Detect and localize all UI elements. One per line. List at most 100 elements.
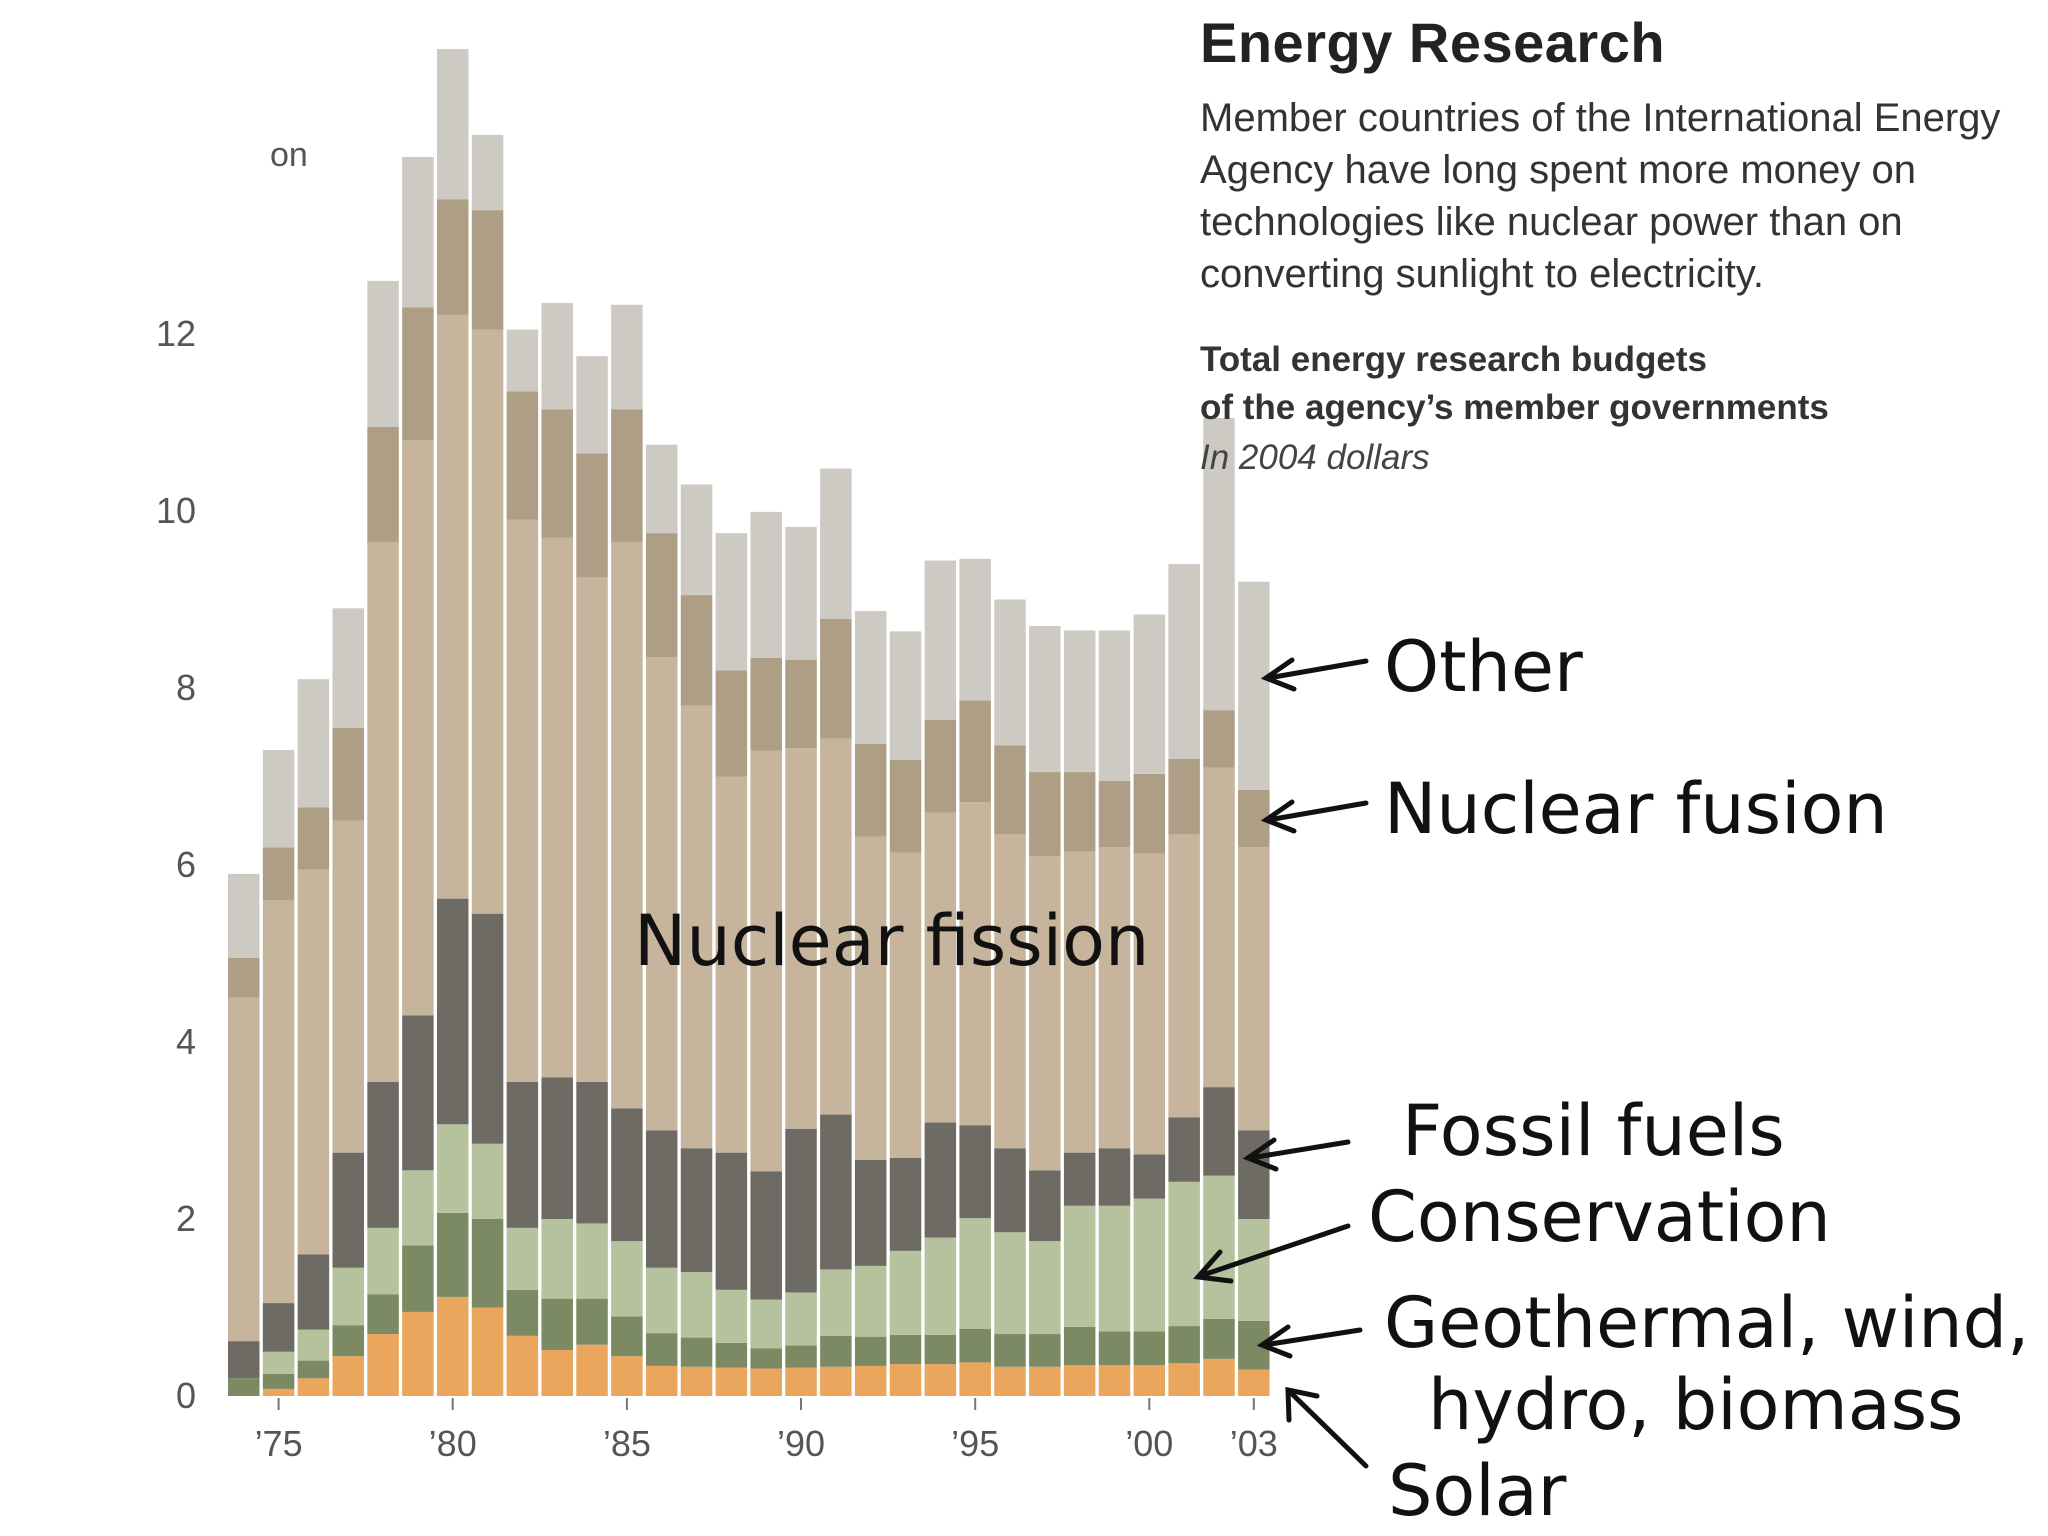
bar-1986-series-2 xyxy=(645,1267,678,1334)
bar-1985-series-5 xyxy=(611,409,643,542)
bar-2002-series-6 xyxy=(1203,418,1235,711)
bar-1996-series-2 xyxy=(994,1232,1026,1335)
bar-2001-series-0 xyxy=(1168,1363,1200,1396)
bar-1992-series-2 xyxy=(854,1265,887,1337)
bar-1981-series-6 xyxy=(471,134,504,211)
bar-1985-series-4 xyxy=(611,541,643,1109)
bar-1989-series-1 xyxy=(750,1348,782,1369)
arrow-fossil xyxy=(1247,1139,1351,1161)
bar-1991-series-6 xyxy=(820,468,852,619)
label-nuclear-fission: Nuclear fission xyxy=(634,900,1150,982)
bar-1995-series-3 xyxy=(959,1125,991,1219)
bar-1997-series-4 xyxy=(1029,856,1061,1171)
bar-1995-series-2 xyxy=(959,1218,991,1329)
bar-1980-series-1 xyxy=(436,1212,469,1297)
bar-1981-series-1 xyxy=(471,1219,504,1308)
bar-1976-series-4 xyxy=(297,869,330,1255)
bar-1996-series-1 xyxy=(994,1334,1026,1367)
bar-1999-series-6 xyxy=(1098,630,1131,781)
bar-1974-series-5 xyxy=(228,957,260,998)
bar-1980-series-6 xyxy=(436,49,469,200)
bar-1981-series-0 xyxy=(471,1307,504,1396)
bar-1989-series-0 xyxy=(750,1368,782,1396)
bar-1989-series-4 xyxy=(750,750,782,1172)
x-tick-label-1995: ’95 xyxy=(951,1423,999,1464)
bar-1999-series-4 xyxy=(1098,847,1131,1149)
bar-1981-series-5 xyxy=(471,210,504,330)
y-tick-12: 12 xyxy=(156,313,196,354)
bar-1996-series-3 xyxy=(994,1148,1026,1233)
bar-2003-series-4 xyxy=(1238,847,1270,1131)
bar-1977-series-0 xyxy=(332,1356,364,1396)
bar-1985-series-1 xyxy=(611,1316,643,1357)
bar-1988-series-1 xyxy=(715,1342,748,1368)
bar-2002-series-5 xyxy=(1203,710,1235,768)
bar-1982-series-3 xyxy=(506,1081,539,1228)
bar-1974-series-3 xyxy=(228,1341,260,1379)
bar-1982-series-2 xyxy=(506,1227,539,1290)
bar-1982-series-6 xyxy=(506,329,539,392)
label-fossil-fuels: Fossil fuels xyxy=(1402,1090,1785,1172)
bar-1976-series-6 xyxy=(297,679,330,808)
bar-2000-series-6 xyxy=(1133,614,1166,774)
bar-1978-series-1 xyxy=(367,1294,399,1335)
bar-1974-series-6 xyxy=(228,873,260,958)
bar-1976-series-1 xyxy=(297,1360,330,1379)
bar-1980-series-0 xyxy=(436,1296,469,1396)
bar-1985-series-6 xyxy=(611,304,643,410)
bar-1983-series-5 xyxy=(541,409,573,538)
arrow-other xyxy=(1265,658,1369,681)
x-tick-label-1975: ’75 xyxy=(255,1423,303,1464)
bar-1982-series-1 xyxy=(506,1289,539,1336)
bar-1987-series-5 xyxy=(680,595,713,706)
bar-1988-series-6 xyxy=(715,533,748,671)
bar-1978-series-0 xyxy=(367,1334,399,1396)
bar-1986-series-5 xyxy=(645,533,678,658)
bar-1978-series-6 xyxy=(367,280,399,427)
bar-2000-series-4 xyxy=(1133,853,1166,1155)
bar-1994-series-0 xyxy=(924,1364,957,1396)
bar-1987-series-6 xyxy=(680,484,713,596)
bar-1992-series-0 xyxy=(854,1365,887,1396)
bar-2001-series-5 xyxy=(1168,758,1200,835)
bar-1977-series-6 xyxy=(332,608,364,728)
bar-1991-series-2 xyxy=(820,1269,852,1336)
bar-1993-series-6 xyxy=(889,631,922,760)
bar-1998-series-5 xyxy=(1063,772,1096,852)
bar-1975-series-1 xyxy=(262,1373,295,1389)
bar-1983-series-0 xyxy=(541,1349,573,1396)
arrow-fossil-head xyxy=(1242,1137,1279,1172)
bar-1975-series-3 xyxy=(262,1303,295,1352)
bar-1983-series-2 xyxy=(541,1219,573,1299)
bar-1980-series-2 xyxy=(436,1124,469,1213)
bar-1987-series-3 xyxy=(680,1148,713,1273)
bar-2001-series-2 xyxy=(1168,1181,1200,1327)
bar-1977-series-1 xyxy=(332,1325,364,1357)
bar-2000-series-5 xyxy=(1133,773,1166,854)
bar-1999-series-2 xyxy=(1098,1205,1131,1332)
bar-1997-series-0 xyxy=(1029,1366,1061,1397)
bar-1987-series-0 xyxy=(680,1366,713,1397)
bar-1993-series-3 xyxy=(889,1157,922,1251)
bar-1999-series-5 xyxy=(1098,780,1131,848)
bar-1985-series-3 xyxy=(611,1108,643,1242)
bar-1999-series-1 xyxy=(1098,1331,1131,1366)
budget-caption-line2: of the agency’s member governments xyxy=(1200,388,1829,427)
bar-2000-series-0 xyxy=(1133,1365,1166,1396)
bar-1997-series-3 xyxy=(1029,1170,1061,1242)
label-renewables-line1: Geothermal, wind, xyxy=(1384,1282,2030,1364)
label-conservation: Conservation xyxy=(1368,1176,1831,1258)
bar-1977-series-3 xyxy=(332,1152,364,1268)
bar-1996-series-4 xyxy=(994,834,1026,1149)
bar-1985-series-2 xyxy=(611,1241,643,1317)
bar-1991-series-4 xyxy=(820,738,852,1115)
bar-1993-series-1 xyxy=(889,1334,922,1365)
bar-1998-series-0 xyxy=(1063,1365,1096,1396)
bar-2003-series-0 xyxy=(1238,1369,1270,1396)
bar-1995-series-1 xyxy=(959,1328,991,1363)
bar-1975-series-0 xyxy=(262,1388,295,1396)
bar-1998-series-4 xyxy=(1063,851,1096,1153)
bar-1981-series-4 xyxy=(471,329,504,914)
bar-1988-series-0 xyxy=(715,1367,748,1396)
